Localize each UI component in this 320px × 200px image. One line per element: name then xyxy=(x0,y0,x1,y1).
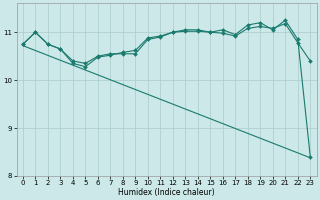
X-axis label: Humidex (Indice chaleur): Humidex (Indice chaleur) xyxy=(118,188,215,197)
